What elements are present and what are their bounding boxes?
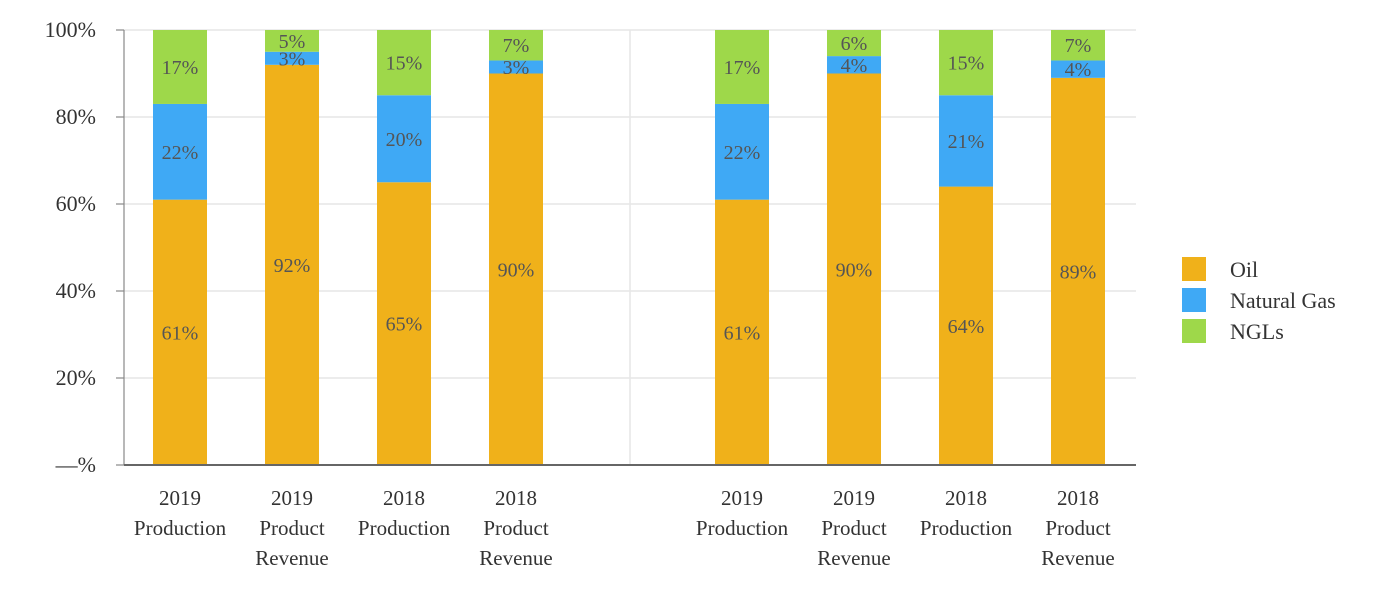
data-label: 4% xyxy=(841,55,868,77)
data-label: 17% xyxy=(162,57,199,79)
x-category-label: Product xyxy=(1045,516,1110,540)
bar-segment-oil xyxy=(153,199,207,465)
x-category-label: 2018 xyxy=(1057,486,1099,510)
bar-segment-natural-gas xyxy=(489,60,543,74)
data-label: 4% xyxy=(1065,59,1092,81)
data-label: 22% xyxy=(724,142,761,164)
bar-segment-oil xyxy=(1051,77,1105,465)
y-tick-label: 100% xyxy=(45,17,96,42)
data-labels: 61%22%17%92%3%5%65%20%15%90%3%7%61%22%17… xyxy=(162,31,1097,344)
legend-label: Oil xyxy=(1230,257,1258,282)
x-category-label: 2019 xyxy=(271,486,313,510)
bar-segment-oil xyxy=(377,182,431,465)
data-label: 64% xyxy=(948,316,985,338)
data-label: 90% xyxy=(498,259,535,281)
y-tick-label: 60% xyxy=(56,191,96,216)
bar-segment-ngls xyxy=(1051,30,1105,61)
bar-segment-oil xyxy=(827,73,881,465)
x-category-label: Revenue xyxy=(817,546,890,570)
x-category-label: Product xyxy=(821,516,886,540)
bar-segment-natural-gas xyxy=(939,95,993,187)
data-label: 15% xyxy=(948,53,985,75)
y-tick-label: 20% xyxy=(56,365,96,390)
data-label: 22% xyxy=(162,142,199,164)
x-category-label: 2018 xyxy=(945,486,987,510)
bars xyxy=(153,30,1105,466)
data-label: 3% xyxy=(503,57,530,79)
data-label: 7% xyxy=(503,35,530,57)
bar-segment-ngls xyxy=(153,30,207,104)
legend: Oil Natural Gas NGLs xyxy=(1182,257,1336,344)
data-label: 5% xyxy=(279,31,306,53)
bar-segment-natural-gas xyxy=(827,56,881,74)
x-category-label: Revenue xyxy=(1041,546,1114,570)
bar-segment-natural-gas xyxy=(715,103,769,200)
x-axis: 2019 Production 2019 Product Revenue 2018 Prod… xyxy=(124,464,1136,570)
legend-label: Natural Gas xyxy=(1230,288,1336,313)
x-category-label: Production xyxy=(358,516,451,540)
data-label: 89% xyxy=(1060,261,1097,283)
x-category-label: 2018 xyxy=(495,486,537,510)
bar-segment-ngls xyxy=(939,30,993,96)
data-label: 61% xyxy=(162,322,199,344)
bar-segment-natural-gas xyxy=(265,51,319,65)
x-category-label: 2019 xyxy=(721,486,763,510)
data-label: 65% xyxy=(386,314,423,336)
legend-label: NGLs xyxy=(1230,319,1284,344)
bar-segment-ngls xyxy=(715,30,769,104)
data-label: 61% xyxy=(724,322,761,344)
bar-segment-ngls xyxy=(265,30,319,52)
data-label: 17% xyxy=(724,57,761,79)
bar-segment-oil xyxy=(715,199,769,465)
x-category-label: 2018 xyxy=(383,486,425,510)
bar-segment-ngls xyxy=(377,30,431,96)
bar-segment-natural-gas xyxy=(1051,60,1105,78)
legend-swatch xyxy=(1182,319,1206,343)
legend-swatch xyxy=(1182,288,1206,312)
bar-segment-oil xyxy=(939,186,993,465)
bar-segment-oil xyxy=(265,64,319,466)
bar-segment-ngls xyxy=(489,30,543,61)
bar-segment-natural-gas xyxy=(153,103,207,200)
x-category-label: Production xyxy=(134,516,227,540)
bar-segment-natural-gas xyxy=(377,95,431,183)
bar-segment-oil xyxy=(489,73,543,465)
x-category-label: Revenue xyxy=(479,546,552,570)
x-category-label: Production xyxy=(696,516,789,540)
x-category-label: Revenue xyxy=(255,546,328,570)
legend-swatch xyxy=(1182,257,1206,281)
data-label: 7% xyxy=(1065,35,1092,57)
x-category-label: 2019 xyxy=(159,486,201,510)
x-category-label: Product xyxy=(483,516,548,540)
x-category-label: 2019 xyxy=(833,486,875,510)
data-label: 21% xyxy=(948,131,985,153)
y-axis: —% 20% 40% 60% 80% 100% xyxy=(45,17,125,477)
data-label: 92% xyxy=(274,255,311,277)
data-label: 6% xyxy=(841,33,868,55)
x-category-label: Production xyxy=(920,516,1013,540)
data-label: 15% xyxy=(386,53,423,75)
y-tick-label: 80% xyxy=(56,104,96,129)
x-category-label: Product xyxy=(259,516,324,540)
y-tick-label: —% xyxy=(55,452,96,477)
data-label: 3% xyxy=(279,48,306,70)
y-tick-label: 40% xyxy=(56,278,96,303)
data-label: 90% xyxy=(836,259,873,281)
bar-segment-ngls xyxy=(827,30,881,57)
data-label: 20% xyxy=(386,129,423,151)
